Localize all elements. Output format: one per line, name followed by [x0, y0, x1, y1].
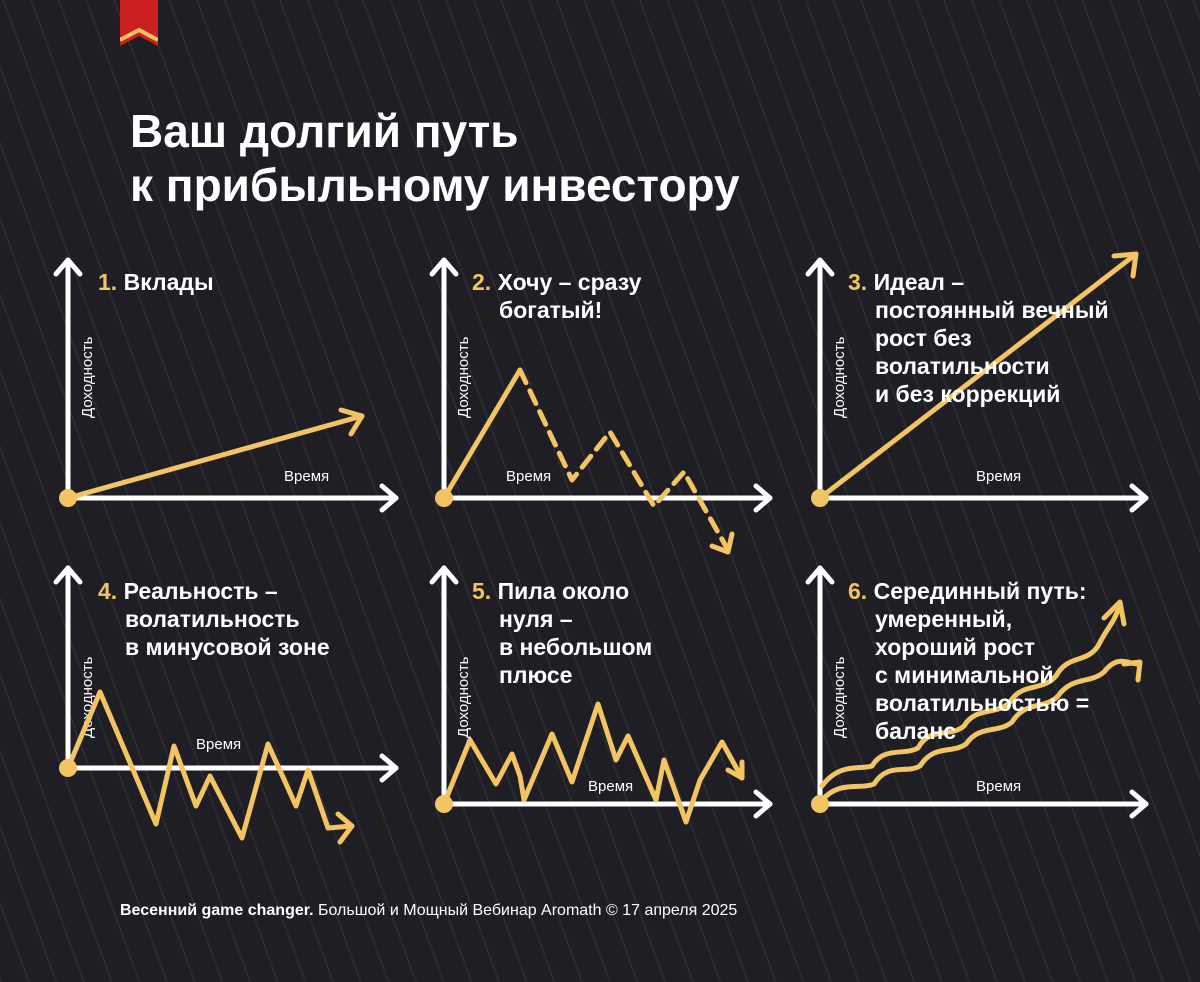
x-axis-arrowhead — [379, 753, 399, 783]
footer-credit: Весенний game changer. Большой и Мощный … — [120, 902, 737, 920]
growth-line — [817, 251, 1139, 501]
growth-arrowhead — [1111, 251, 1139, 279]
x-axis-label: Время — [588, 778, 633, 795]
panel-title-deposits: 1. Вклады — [98, 269, 214, 295]
fall-dashed-line — [517, 367, 731, 553]
y-axis-arrowhead — [53, 257, 83, 277]
x-axis-arrowhead — [379, 483, 399, 513]
return-line — [65, 413, 365, 501]
y-axis-arrowhead — [53, 565, 83, 585]
volatility-line — [65, 689, 355, 841]
growth-wave-upper-arrowhead — [1101, 599, 1127, 627]
x-axis-arrowhead — [1129, 789, 1149, 819]
y-axis-label: Доходность — [831, 656, 848, 738]
x-axis-label: Время — [284, 468, 329, 485]
saw-arrowhead — [725, 759, 745, 781]
y-axis-label: Доходность — [455, 336, 472, 418]
origin-dot — [59, 489, 77, 507]
panel-title-middle-path: 6. Серединный путь: умеренный, хороший р… — [848, 578, 1090, 744]
y-axis-arrowhead — [805, 257, 835, 277]
x-axis-label: Время — [976, 778, 1021, 795]
x-axis-label: Время — [506, 468, 551, 485]
rise-line — [441, 367, 523, 501]
panel-title-ideal: 3. Идеал – постоянный вечный рост без во… — [848, 269, 1109, 407]
x-axis-arrowhead — [753, 789, 773, 819]
origin-dot — [59, 759, 77, 777]
growth-wave-upper — [819, 601, 1123, 789]
title-line-1: Ваш долгий путь — [130, 105, 519, 157]
footer-rest: Большой и Мощный Вебинар Aromath © 17 ап… — [313, 902, 738, 919]
origin-dot — [435, 489, 453, 507]
y-axis-arrowhead — [805, 565, 835, 585]
growth-wave-lower — [819, 658, 1141, 803]
y-axis-label: Доходность — [455, 656, 472, 738]
x-axis-arrowhead — [753, 483, 773, 513]
y-axis-label: Доходность — [831, 336, 848, 418]
y-axis-label: Доходность — [79, 336, 96, 418]
panel-title-reality: 4. Реальность – волатильность в минусово… — [98, 578, 330, 660]
origin-dot — [811, 795, 829, 813]
page-title: Ваш долгий путь к прибыльному инвестору — [130, 104, 740, 212]
fall-arrowhead — [709, 531, 735, 555]
x-axis-label: Время — [196, 736, 241, 753]
origin-dot — [435, 795, 453, 813]
x-axis-label: Время — [976, 468, 1021, 485]
return-arrowhead — [338, 407, 365, 437]
x-axis-arrowhead — [1129, 483, 1149, 513]
title-line-2: к прибыльному инвестору — [130, 159, 740, 211]
bookmark-ribbon-icon — [120, 0, 158, 46]
saw-line — [441, 701, 745, 825]
footer-bold: Весенний game changer. — [120, 902, 314, 919]
panel-title-rich-now: 2. Хочу – сразу богатый! — [472, 269, 642, 323]
volatility-arrowhead — [335, 811, 355, 845]
panel-title-saw: 5. Пила около нуля – в небольшом плюсе — [472, 578, 653, 688]
origin-dot — [811, 489, 829, 507]
growth-wave-lower-arrowhead — [1121, 659, 1143, 683]
y-axis-arrowhead — [429, 565, 459, 585]
y-axis-arrowhead — [429, 257, 459, 277]
